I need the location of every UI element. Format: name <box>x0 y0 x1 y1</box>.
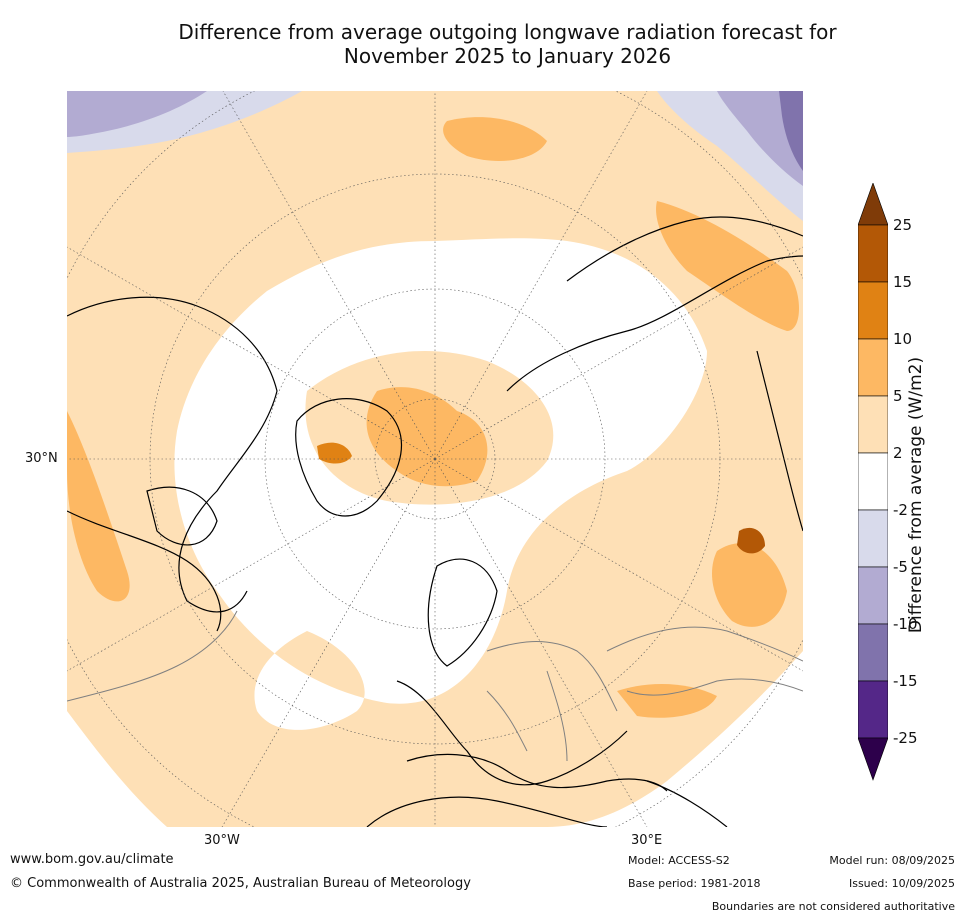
anomaly-neg-10-15-ne <box>779 91 803 171</box>
coast-east-asia <box>756 350 803 532</box>
footer-url: www.bom.gov.au/climate <box>10 852 174 867</box>
colorbar-extend-bottom <box>858 737 888 781</box>
colorbar-extend-top <box>858 183 888 226</box>
coast-europe <box>396 680 628 786</box>
title-line-1: Difference from average outgoing longwav… <box>178 20 837 44</box>
coast-siberia <box>566 216 803 282</box>
anomaly-neutral-corner-sw <box>67 711 167 827</box>
footer-disclaimer: Boundaries are not considered authoritat… <box>711 900 955 913</box>
meridian-30e <box>434 458 648 827</box>
latitude-circle-60 <box>264 288 606 630</box>
country-borders <box>67 610 803 762</box>
coastlines <box>67 216 803 827</box>
colorbar-tick-label: 25 <box>893 216 913 234</box>
coast-africa-north <box>366 796 608 827</box>
polar-map <box>67 91 803 827</box>
coast-north-america <box>67 296 278 613</box>
colorbar-bin <box>858 224 888 283</box>
lon-label-30w: 30°W <box>204 833 240 848</box>
meridian-120e <box>434 246 803 460</box>
colorbar-tick-label: -10 <box>893 615 918 633</box>
footer-model: Model: ACCESS-S2 <box>628 854 730 867</box>
anomaly-10-15-arctic <box>317 442 352 464</box>
footer-copyright: © Commonwealth of Australia 2025, Austra… <box>10 876 471 891</box>
colorbar-tick-label: 2 <box>893 444 903 462</box>
anomaly-2-5-region <box>67 91 803 827</box>
border-canada-us <box>67 610 238 702</box>
footer-model-run: Model run: 08/09/2025 <box>829 854 955 867</box>
border-central-asia <box>626 678 803 696</box>
colorbar-tick-label: -25 <box>893 729 918 747</box>
anomaly-neg-5-10-nw <box>67 91 207 137</box>
anomaly-5-10-north-pacific <box>443 117 547 161</box>
colorbar-tick-label: -2 <box>893 501 908 519</box>
colorbar-tick-label: -15 <box>893 672 918 690</box>
anomaly-15-25-asia <box>737 527 765 554</box>
coast-greenland <box>295 398 402 517</box>
colorbar-tick-label: 5 <box>893 387 903 405</box>
anomaly-neutral-corner-se <box>547 651 803 827</box>
coast-scandinavia <box>427 558 498 667</box>
colorbar-bin <box>858 338 888 397</box>
colorbar-bin <box>858 623 888 682</box>
colorbar-tick-label: -5 <box>893 558 908 576</box>
coast-russia-arctic <box>506 255 803 392</box>
coast-hudson-bay <box>146 486 218 546</box>
footer-base-period: Base period: 1981-2018 <box>628 877 761 890</box>
anomaly-neg-5-10-ne <box>717 91 803 186</box>
meridian-150e <box>434 91 648 460</box>
coast-mediterranean <box>406 753 668 792</box>
meridian-60w <box>67 458 436 672</box>
lat-label-30n: 30°N <box>25 451 58 466</box>
meridian-60e <box>434 458 803 672</box>
anomaly-5-10-siberia <box>656 201 799 331</box>
colorbar-tick-label: 15 <box>893 273 913 291</box>
border-europe-1 <box>486 690 528 752</box>
chart-title: Difference from average outgoing longwav… <box>0 20 965 68</box>
colorbar-title: Difference from average (W/m2) <box>906 356 926 634</box>
border-russia-west <box>486 641 618 712</box>
meridian-150w <box>222 91 436 460</box>
graticule <box>67 91 803 827</box>
lon-label-30e: 30°E <box>631 833 663 848</box>
colorbar-tick-label: 10 <box>893 330 913 348</box>
anomaly-5-10-asia <box>712 543 787 627</box>
anomaly-5-10-arctic <box>366 387 488 487</box>
title-line-2: November 2025 to January 2026 <box>343 44 672 68</box>
border-russia-south <box>606 626 803 662</box>
colorbar-bin <box>858 680 888 739</box>
colorbar-bin <box>858 509 888 568</box>
colorbar-bin <box>858 566 888 625</box>
colorbar-bin <box>858 395 888 454</box>
colorbar-bin <box>858 281 888 340</box>
meridian-30w <box>221 458 436 827</box>
meridian-120w <box>67 246 436 460</box>
colorbar-bin <box>858 452 888 511</box>
anomaly-5-10-atlantic-west <box>67 411 130 602</box>
coast-arabia <box>646 780 728 827</box>
coast-alaska <box>67 510 222 632</box>
anomaly-5-10-middle-east <box>617 684 717 718</box>
colorbar <box>858 183 888 781</box>
footer-issued: Issued: 10/09/2025 <box>848 877 955 890</box>
border-europe-2 <box>546 670 568 762</box>
